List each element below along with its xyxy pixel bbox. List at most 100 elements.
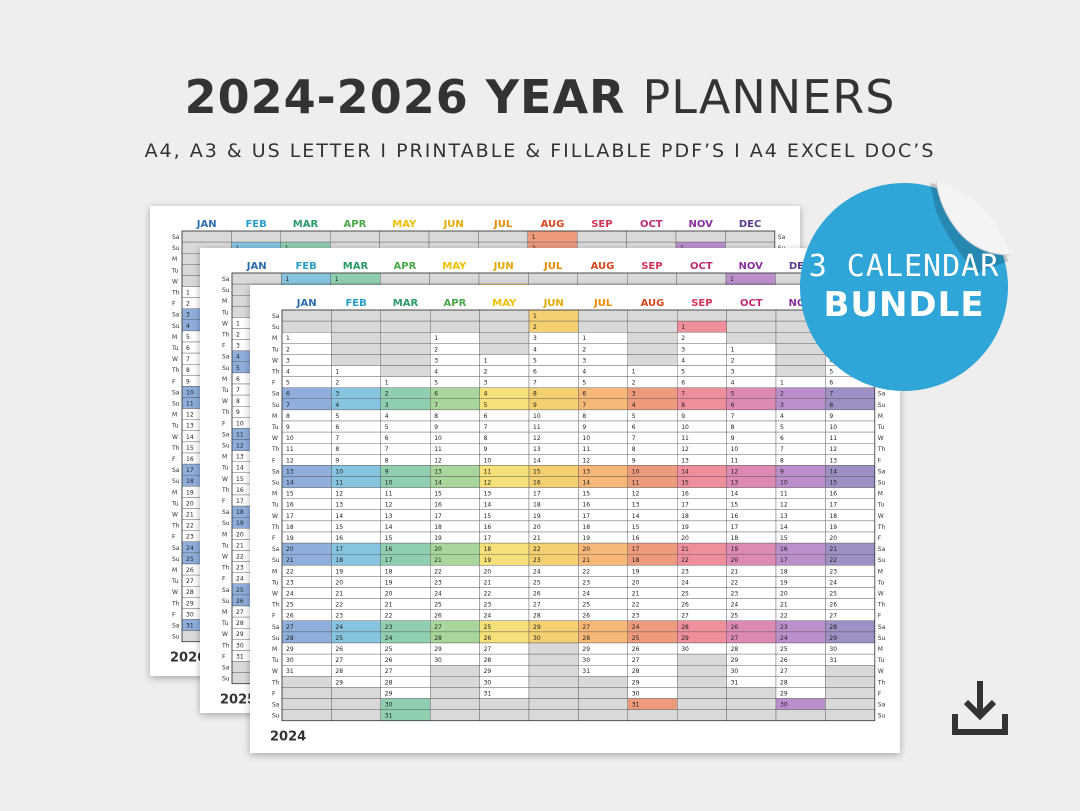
weekday-label-right: M	[878, 646, 883, 653]
weekday-label-right: W	[878, 668, 884, 675]
day-cell	[577, 230, 627, 243]
day-number: 15	[286, 491, 294, 498]
day-number: 27	[286, 624, 294, 631]
weekday-label-right: Su	[878, 557, 886, 564]
day-number: 15	[335, 524, 343, 531]
day-number: 15	[385, 535, 393, 542]
day-number: 9	[829, 413, 833, 420]
weekday-label: Su	[272, 557, 280, 564]
day-number: 20	[186, 500, 194, 507]
day-number: 22	[434, 568, 442, 575]
day-cell	[775, 709, 826, 721]
day-number: 14	[780, 524, 788, 531]
weekday-label: Sa	[222, 431, 230, 438]
weekday-label: W	[272, 435, 278, 442]
day-number: 12	[533, 435, 541, 442]
day-number: 28	[236, 620, 244, 627]
day-number: 29	[484, 668, 492, 675]
day-number: 25	[484, 624, 492, 631]
day-number: 22	[236, 554, 244, 561]
month-header-jun: JUN	[443, 219, 464, 230]
day-number: 1	[731, 346, 735, 353]
day-number: 14	[731, 491, 739, 498]
weekday-label: Sa	[172, 545, 180, 552]
day-number: 9	[385, 468, 389, 475]
day-number: 8	[582, 413, 586, 420]
day-number: 23	[582, 579, 590, 586]
day-number: 31	[582, 668, 590, 675]
download-icon[interactable]	[950, 680, 1010, 738]
day-number: 9	[582, 424, 586, 431]
weekday-label: Th	[171, 367, 180, 374]
month-header-jul: JUL	[593, 298, 613, 309]
month-header-may: MAY	[492, 298, 517, 309]
day-cell	[627, 309, 678, 322]
day-number: 28	[533, 613, 541, 620]
weekday-label: Sa	[222, 276, 230, 283]
day-number: 5	[335, 413, 339, 420]
day-number: 24	[484, 613, 492, 620]
day-number: 4	[533, 346, 537, 353]
day-number: 15	[681, 480, 689, 487]
day-number: 1	[533, 313, 537, 320]
day-number: 7	[434, 402, 438, 409]
day-number: 21	[632, 591, 640, 598]
day-number: 4	[385, 413, 389, 420]
page-subtitle: A4, A3 & US LETTER I PRINTABLE & FILLABL…	[144, 140, 936, 162]
day-number: 22	[632, 602, 640, 609]
day-number: 26	[286, 613, 294, 620]
day-number: 3	[681, 346, 685, 353]
day-number: 23	[286, 579, 294, 586]
day-cell	[478, 230, 528, 243]
month-header-aug: AUG	[541, 219, 565, 230]
day-cell	[725, 230, 776, 243]
day-number: 22	[533, 546, 541, 553]
weekday-label: F	[172, 534, 176, 541]
day-cell	[627, 332, 678, 344]
day-number: 16	[236, 487, 244, 494]
day-number: 4	[335, 402, 339, 409]
weekday-label: M	[222, 376, 227, 383]
day-number: 18	[681, 513, 689, 520]
day-cell	[825, 698, 876, 710]
day-number: 27	[335, 657, 343, 664]
day-cell	[281, 687, 332, 699]
day-number: 14	[385, 524, 393, 531]
weekday-label: F	[222, 576, 226, 583]
day-number: 13	[582, 468, 590, 475]
day-cell	[479, 332, 530, 344]
day-number: 21	[385, 602, 393, 609]
day-cell	[626, 230, 677, 243]
day-number: 1	[532, 234, 536, 241]
day-number: 9	[632, 457, 636, 464]
day-number: 27	[632, 657, 640, 664]
day-number: 5	[186, 334, 190, 341]
day-number: 14	[484, 502, 492, 509]
day-number: 16	[484, 524, 492, 531]
day-number: 21	[533, 535, 541, 542]
day-number: 17	[533, 491, 541, 498]
day-number: 4	[632, 402, 636, 409]
day-number: 26	[582, 613, 590, 620]
day-cell	[726, 332, 777, 344]
day-number: 13	[286, 468, 294, 475]
weekday-label-right: Th	[877, 446, 886, 453]
day-number: 16	[829, 491, 837, 498]
day-number: 24	[335, 624, 343, 631]
day-number: 17	[186, 467, 194, 474]
day-number: 29	[236, 631, 244, 638]
day-number: 17	[780, 557, 788, 564]
day-number: 13	[731, 480, 739, 487]
day-number: 16	[286, 502, 294, 509]
day-number: 16	[582, 502, 590, 509]
month-header-feb: FEB	[295, 261, 316, 272]
weekday-label-right: Sa	[878, 624, 886, 631]
day-number: 25	[829, 591, 837, 598]
weekday-label: W	[272, 591, 278, 598]
weekday-label: Th	[271, 446, 280, 453]
day-number: 17	[236, 498, 244, 505]
day-number: 19	[681, 524, 689, 531]
day-number: 4	[236, 354, 240, 361]
day-number: 31	[385, 713, 393, 720]
day-number: 13	[681, 457, 689, 464]
